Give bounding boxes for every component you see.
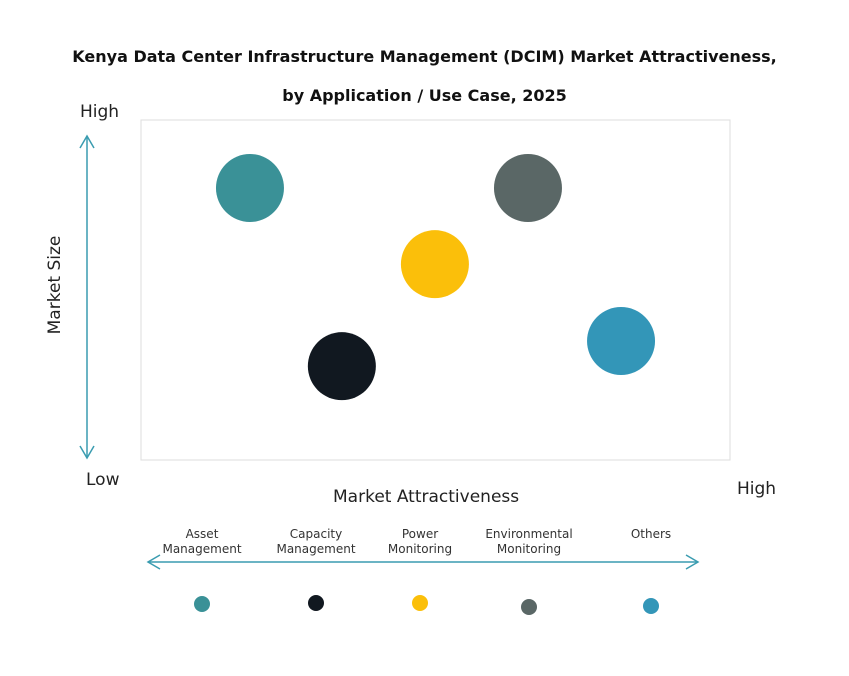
legend-label-power-monitoring: Power Monitoring: [387, 527, 453, 556]
legend-dot-asset-management: [194, 596, 210, 612]
x-high-label: High: [737, 479, 777, 499]
legend-arrow: [146, 554, 700, 570]
bubble-others: [587, 307, 656, 375]
bubble-asset-management: [215, 154, 284, 222]
legend-label-asset-management: Asset Management: [162, 527, 242, 556]
chart-title-line1: Kenya Data Center Infrastructure Managem…: [72, 47, 777, 66]
legend-dot-capacity-management: [308, 595, 324, 611]
y-low-label: Low: [86, 470, 120, 490]
y-high-label: High: [80, 102, 120, 122]
bubble-capacity-management: [307, 332, 376, 401]
bubble-power-monitoring: [400, 230, 469, 299]
x-axis-label: Market Attractiveness: [333, 487, 520, 507]
legend-dot-environmental-monitoring: [521, 599, 537, 615]
y-axis-arrow: [79, 134, 95, 460]
legend-label-others: Others: [630, 527, 672, 541]
legend-label-environmental-monitoring: Environmental Monitoring: [485, 527, 573, 556]
legend-label-capacity-management: Capacity Management: [276, 527, 356, 556]
plot-area: [140, 119, 731, 461]
legend-dot-power-monitoring: [412, 595, 428, 611]
chart-title-line2: by Application / Use Case, 2025: [282, 86, 567, 105]
bubble-environmental-monitoring: [493, 154, 562, 222]
legend-dot-others: [643, 598, 659, 614]
